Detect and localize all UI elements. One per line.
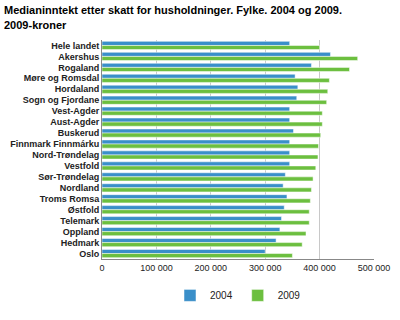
svg-text:Rogaland: Rogaland <box>58 63 99 73</box>
svg-text:Telemark: Telemark <box>60 216 100 226</box>
svg-text:Oslo: Oslo <box>79 249 100 259</box>
svg-text:Oppland: Oppland <box>63 227 100 237</box>
svg-text:Vestfold: Vestfold <box>64 161 99 171</box>
svg-text:500 000: 500 000 <box>358 263 391 273</box>
svg-text:2004: 2004 <box>210 290 233 301</box>
svg-text:200 000: 200 000 <box>195 263 228 273</box>
svg-text:Sør-Trøndelag: Sør-Trøndelag <box>38 172 99 182</box>
svg-text:300 000: 300 000 <box>249 263 282 273</box>
svg-text:Nordland: Nordland <box>60 183 100 193</box>
svg-text:Møre og Romsdal: Møre og Romsdal <box>24 73 100 83</box>
svg-text:Troms Romsa: Troms Romsa <box>40 194 101 204</box>
svg-text:Finnmark Finnmárku: Finnmark Finnmárku <box>10 139 99 149</box>
svg-text:Akershus: Akershus <box>58 52 99 62</box>
svg-text:0: 0 <box>99 263 104 273</box>
svg-text:Aust-Agder: Aust-Agder <box>50 117 99 127</box>
svg-text:100 000: 100 000 <box>140 263 173 273</box>
svg-text:Vest-Agder: Vest-Agder <box>52 106 100 116</box>
svg-text:2009: 2009 <box>278 290 301 301</box>
svg-text:Medianinntekt etter skatt for: Medianinntekt etter skatt for husholdnin… <box>4 4 342 30</box>
svg-text:Hedmark: Hedmark <box>61 238 101 248</box>
svg-text:Hele landet: Hele landet <box>51 41 99 51</box>
svg-text:Buskerud: Buskerud <box>58 128 100 138</box>
svg-text:Nord-Trøndelag: Nord-Trøndelag <box>32 150 99 160</box>
svg-text:Sogn og Fjordane: Sogn og Fjordane <box>23 95 100 105</box>
svg-text:400 000: 400 000 <box>303 263 336 273</box>
svg-text:Østfold: Østfold <box>68 205 100 215</box>
svg-text:Hordaland: Hordaland <box>55 84 100 94</box>
